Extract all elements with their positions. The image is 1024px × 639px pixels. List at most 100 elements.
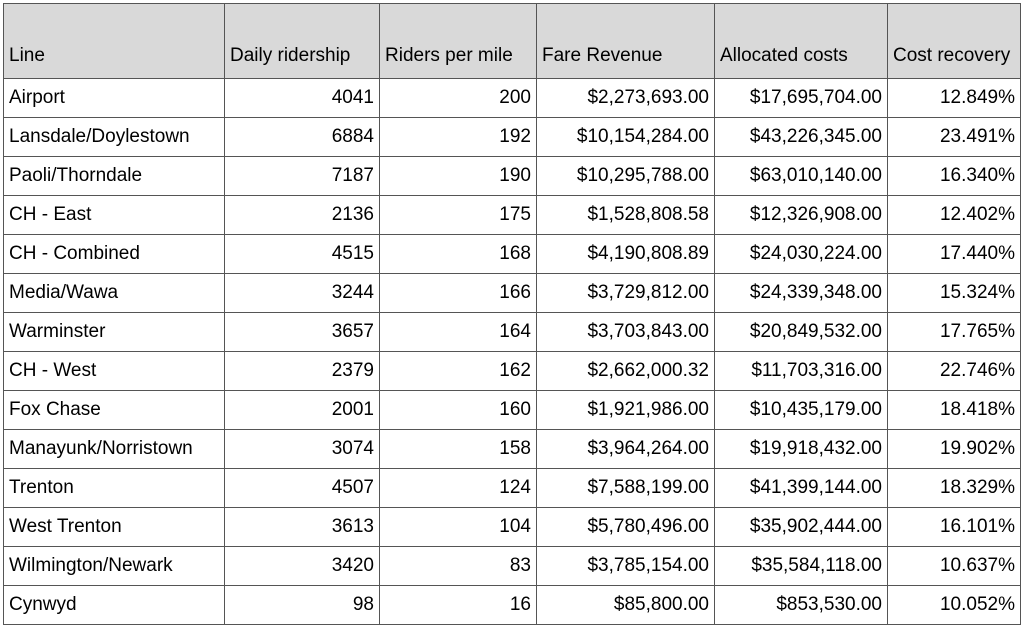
- value-cell: 98: [224, 585, 380, 625]
- value-cell: $63,010,140.00: [714, 156, 888, 196]
- table-row: Paoli/Thorndale 7187 190 $10,295,788.00 $63,…: [3, 156, 1021, 196]
- value-cell: $2,273,693.00: [536, 78, 715, 118]
- value-cell: 4041: [224, 78, 380, 118]
- value-cell: $11,703,316.00: [714, 351, 888, 391]
- value-cell: $35,584,118.00: [714, 546, 888, 586]
- value-cell: 162: [379, 351, 537, 391]
- value-cell: 2136: [224, 195, 380, 235]
- value-cell: $43,226,345.00: [714, 117, 888, 157]
- value-cell: $19,918,432.00: [714, 429, 888, 469]
- value-cell: 168: [379, 234, 537, 274]
- table-body: Airport 4041 200 $2,273,693.00 $17,695,704.0…: [3, 78, 1021, 625]
- table-row: CH - East 2136 175 $1,528,808.58 $12,326,908…: [3, 195, 1021, 235]
- value-cell: 16.340%: [887, 156, 1021, 196]
- value-cell: 18.329%: [887, 468, 1021, 508]
- value-cell: 3420: [224, 546, 380, 586]
- value-cell: 10.637%: [887, 546, 1021, 586]
- header-cell: Line: [3, 3, 225, 79]
- value-cell: 124: [379, 468, 537, 508]
- value-cell: $4,190,808.89: [536, 234, 715, 274]
- value-cell: $3,729,812.00: [536, 273, 715, 313]
- value-cell: 10.052%: [887, 585, 1021, 625]
- value-cell: 3074: [224, 429, 380, 469]
- value-cell: $5,780,496.00: [536, 507, 715, 547]
- line-name-cell: Fox Chase: [3, 390, 225, 430]
- line-name-cell: Paoli/Thorndale: [3, 156, 225, 196]
- value-cell: 7187: [224, 156, 380, 196]
- value-cell: $1,921,986.00: [536, 390, 715, 430]
- header-cell: Cost recovery: [887, 3, 1021, 79]
- table-row: CH - Combined 4515 168 $4,190,808.89 $24,030…: [3, 234, 1021, 274]
- header-cell: Allocated costs: [714, 3, 888, 79]
- line-name-cell: Manayunk/Norristown: [3, 429, 225, 469]
- value-cell: 6884: [224, 117, 380, 157]
- value-cell: 16.101%: [887, 507, 1021, 547]
- value-cell: $85,800.00: [536, 585, 715, 625]
- value-cell: 17.440%: [887, 234, 1021, 274]
- value-cell: 3657: [224, 312, 380, 352]
- header-cell: Riders per mile: [379, 3, 537, 79]
- value-cell: $3,703,843.00: [536, 312, 715, 352]
- value-cell: 3244: [224, 273, 380, 313]
- value-cell: $7,588,199.00: [536, 468, 715, 508]
- table-row: Fox Chase 2001 160 $1,921,986.00 $10,435,179…: [3, 390, 1021, 430]
- line-name-cell: Warminster: [3, 312, 225, 352]
- table-row: Wilmington/Newark 3420 83 $3,785,154.00 $35,…: [3, 546, 1021, 586]
- table-row: Manayunk/Norristown 3074 158 $3,964,264.00 $…: [3, 429, 1021, 469]
- value-cell: 166: [379, 273, 537, 313]
- table-row: Media/Wawa 3244 166 $3,729,812.00 $24,339,34…: [3, 273, 1021, 313]
- value-cell: $17,695,704.00: [714, 78, 888, 118]
- header-cell: Fare Revenue: [536, 3, 715, 79]
- ridership-table: Line Daily ridership Riders per mile Fare R…: [3, 3, 1021, 625]
- line-name-cell: Wilmington/Newark: [3, 546, 225, 586]
- line-name-cell: CH - West: [3, 351, 225, 391]
- line-name-cell: Media/Wawa: [3, 273, 225, 313]
- table-row: Warminster 3657 164 $3,703,843.00 $20,849,53…: [3, 312, 1021, 352]
- value-cell: 18.418%: [887, 390, 1021, 430]
- value-cell: 2379: [224, 351, 380, 391]
- value-cell: 200: [379, 78, 537, 118]
- value-cell: $24,339,348.00: [714, 273, 888, 313]
- table-row: Trenton 4507 124 $7,588,199.00 $41,399,144.0…: [3, 468, 1021, 508]
- value-cell: 17.765%: [887, 312, 1021, 352]
- value-cell: $41,399,144.00: [714, 468, 888, 508]
- value-cell: $3,964,264.00: [536, 429, 715, 469]
- value-cell: 175: [379, 195, 537, 235]
- value-cell: 192: [379, 117, 537, 157]
- value-cell: $10,435,179.00: [714, 390, 888, 430]
- value-cell: $10,295,788.00: [536, 156, 715, 196]
- line-name-cell: Cynwyd: [3, 585, 225, 625]
- line-name-cell: Lansdale/Doylestown: [3, 117, 225, 157]
- value-cell: $1,528,808.58: [536, 195, 715, 235]
- value-cell: $10,154,284.00: [536, 117, 715, 157]
- line-name-cell: CH - East: [3, 195, 225, 235]
- line-name-cell: Airport: [3, 78, 225, 118]
- value-cell: 15.324%: [887, 273, 1021, 313]
- value-cell: $12,326,908.00: [714, 195, 888, 235]
- header-row: Line Daily ridership Riders per mile Fare R…: [3, 3, 1021, 79]
- table-row: Lansdale/Doylestown 6884 192 $10,154,284.00…: [3, 117, 1021, 157]
- value-cell: 12.849%: [887, 78, 1021, 118]
- value-cell: $853,530.00: [714, 585, 888, 625]
- value-cell: 4515: [224, 234, 380, 274]
- line-name-cell: West Trenton: [3, 507, 225, 547]
- value-cell: 23.491%: [887, 117, 1021, 157]
- value-cell: 2001: [224, 390, 380, 430]
- value-cell: 19.902%: [887, 429, 1021, 469]
- value-cell: $3,785,154.00: [536, 546, 715, 586]
- table-row: Cynwyd 98 16 $85,800.00 $853,530.00 10.052%: [3, 585, 1021, 625]
- line-name-cell: Trenton: [3, 468, 225, 508]
- value-cell: 22.746%: [887, 351, 1021, 391]
- value-cell: 83: [379, 546, 537, 586]
- header-cell: Daily ridership: [224, 3, 380, 79]
- line-name-cell: CH - Combined: [3, 234, 225, 274]
- value-cell: 4507: [224, 468, 380, 508]
- value-cell: 190: [379, 156, 537, 196]
- value-cell: $24,030,224.00: [714, 234, 888, 274]
- value-cell: 158: [379, 429, 537, 469]
- value-cell: 16: [379, 585, 537, 625]
- value-cell: 12.402%: [887, 195, 1021, 235]
- value-cell: $35,902,444.00: [714, 507, 888, 547]
- value-cell: 160: [379, 390, 537, 430]
- value-cell: 164: [379, 312, 537, 352]
